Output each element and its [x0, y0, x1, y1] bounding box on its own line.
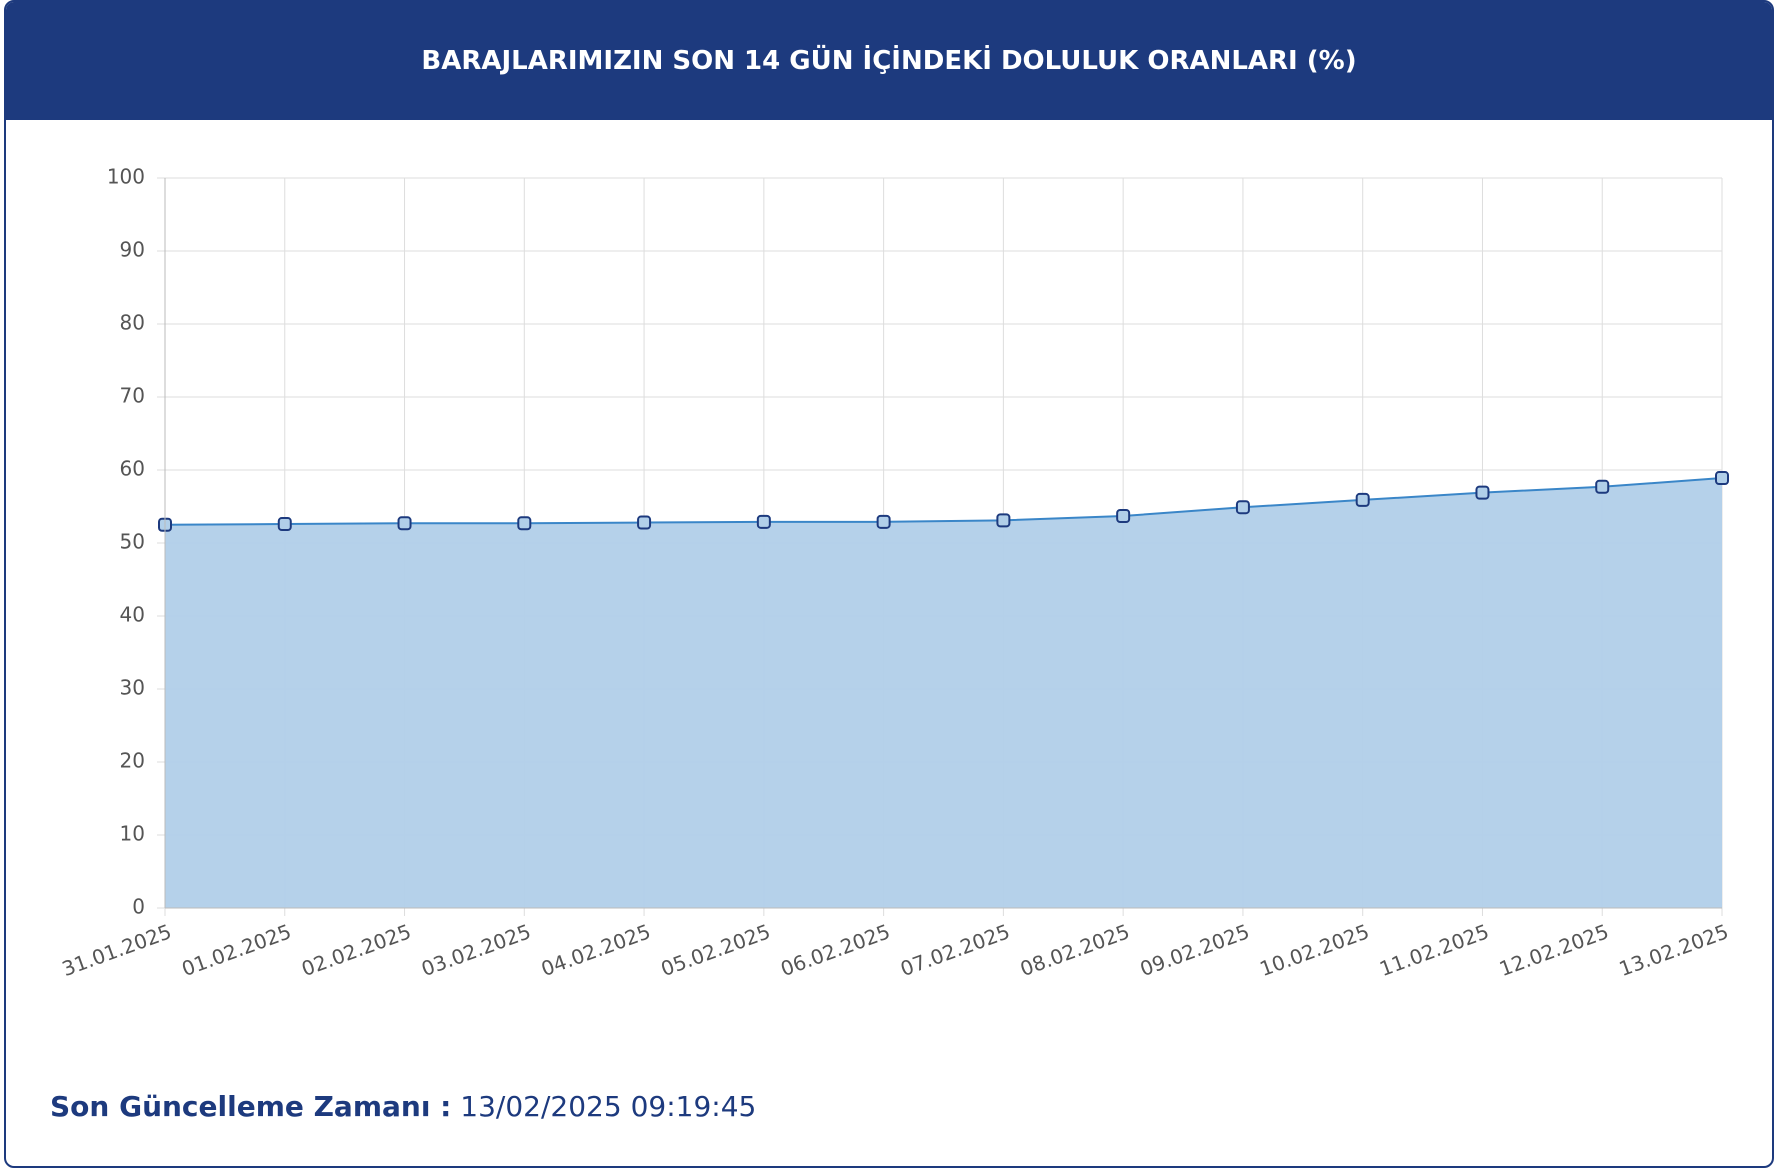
area-line: [164, 477, 1723, 526]
x-tick-label: 07.02.2025: [897, 919, 1013, 981]
x-tick-label: 08.02.2025: [1017, 919, 1133, 981]
footer-value: 13/02/2025 09:19:45: [460, 1090, 757, 1123]
point-marker: [397, 516, 412, 531]
point-marker: [1355, 492, 1370, 507]
point-marker: [517, 516, 532, 531]
point-marker: [756, 514, 771, 529]
x-tick-label: 03.02.2025: [418, 919, 534, 981]
x-tick-label: 31.01.2025: [59, 919, 175, 981]
x-tick-label: 11.02.2025: [1376, 919, 1492, 981]
point-marker: [996, 513, 1011, 528]
area-fill: [165, 478, 1722, 908]
y-tick-label: 30: [120, 676, 145, 700]
y-tick-label: 20: [120, 749, 145, 773]
y-tick-label: 100: [107, 165, 145, 189]
point-marker: [277, 517, 292, 532]
chart-title: BARAJLARIMIZIN SON 14 GÜN İÇİNDEKİ DOLUL…: [6, 2, 1772, 120]
x-tick-label: 04.02.2025: [538, 919, 654, 981]
point-marker: [1116, 508, 1131, 523]
x-tick-label: 02.02.2025: [298, 919, 414, 981]
y-tick-label: 90: [120, 238, 145, 262]
point-marker: [1595, 479, 1610, 494]
point-marker: [1475, 485, 1490, 500]
y-tick-label: 60: [120, 457, 145, 481]
point-marker: [1715, 471, 1729, 486]
footer-label: Son Güncelleme Zamanı :: [50, 1090, 452, 1123]
x-tick-label: 12.02.2025: [1496, 919, 1612, 981]
x-tick-label: 01.02.2025: [179, 919, 295, 981]
point-marker: [1235, 500, 1250, 515]
x-tick-label: 05.02.2025: [658, 919, 774, 981]
y-tick-label: 40: [120, 603, 145, 627]
point-marker: [637, 515, 652, 530]
y-tick-label: 70: [120, 384, 145, 408]
x-tick-label: 13.02.2025: [1616, 919, 1732, 981]
x-tick-label: 09.02.2025: [1137, 919, 1253, 981]
y-tick-label: 10: [120, 822, 145, 846]
y-tick-label: 50: [120, 530, 145, 554]
x-tick-label: 06.02.2025: [777, 919, 893, 981]
card: BARAJLARIMIZIN SON 14 GÜN İÇİNDEKİ DOLUL…: [4, 0, 1774, 1168]
point-marker: [876, 514, 891, 529]
y-tick-label: 0: [132, 895, 145, 919]
footer: Son Güncelleme Zamanı : 13/02/2025 09:19…: [50, 1090, 756, 1123]
x-tick-label: 10.02.2025: [1256, 919, 1372, 981]
y-tick-label: 80: [120, 311, 145, 335]
